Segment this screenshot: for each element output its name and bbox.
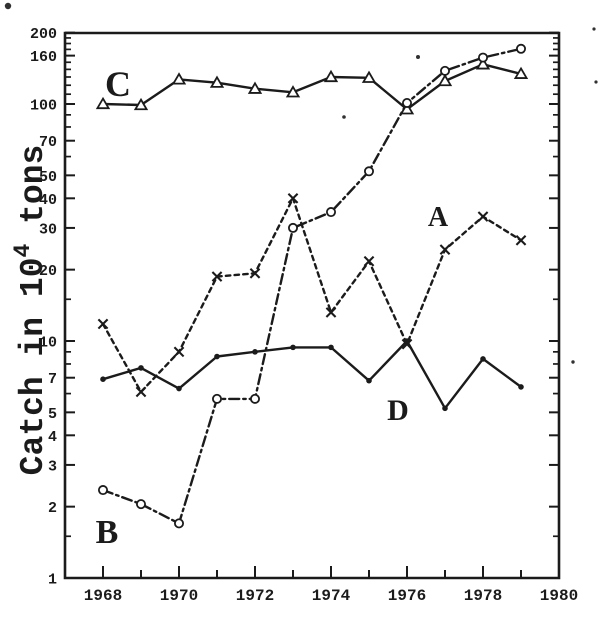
- y-tick-label: 2: [48, 500, 57, 517]
- series-A-x-marker: [173, 346, 185, 358]
- series-B-circle-marker: [98, 485, 109, 496]
- annotation-series-A: A: [428, 202, 449, 233]
- y-tick-label: 10: [39, 335, 57, 352]
- series-B-circle-marker: [135, 499, 146, 510]
- annotation-series-B: B: [96, 514, 119, 551]
- series-C-triangle-marker: [209, 75, 225, 88]
- series-C-triangle-marker: [399, 102, 415, 115]
- x-tick-label: 1974: [312, 587, 351, 605]
- x-tick-label: 1968: [84, 587, 122, 605]
- scan-speck: [594, 80, 598, 84]
- series-C-triangle-marker: [475, 57, 491, 70]
- series-D-dot-marker: [252, 349, 258, 355]
- series-B-circle-marker: [211, 393, 222, 404]
- x-tick-label: 1970: [160, 587, 198, 605]
- series-B-circle-marker: [516, 43, 527, 54]
- series-D-dot-marker: [480, 356, 486, 362]
- series-C-triangle-marker: [361, 70, 377, 83]
- series-D-dot-marker: [366, 377, 372, 384]
- series-D-dot-marker: [138, 365, 144, 371]
- x-tick-label: 1976: [388, 587, 426, 605]
- annotation-series-D: D: [387, 394, 409, 427]
- series-C-triangle-marker: [133, 97, 149, 111]
- scan-speck: [592, 27, 596, 31]
- series-A-x-marker: [439, 244, 451, 255]
- series-A-x-marker: [249, 267, 261, 279]
- series-D-dot-marker: [328, 344, 334, 351]
- series-A-x-marker: [325, 307, 337, 318]
- series-A-x-marker: [211, 271, 223, 282]
- series-D-dot-marker: [100, 376, 106, 382]
- series-A-x-marker: [477, 211, 489, 222]
- scan-speck: [342, 115, 346, 119]
- y-tick-label: 40: [39, 192, 57, 209]
- series-C-triangle-marker: [437, 73, 453, 87]
- annotation-series-C: C: [105, 64, 131, 104]
- series-D-dot-marker: [176, 385, 182, 392]
- series-B-circle-marker: [439, 65, 450, 76]
- x-tick-label: 1972: [236, 587, 274, 605]
- x-tick-label: 1980: [540, 587, 578, 605]
- series-D-dot-marker: [290, 344, 296, 351]
- series-C-triangle-marker: [285, 85, 301, 98]
- series-B-circle-marker: [249, 393, 260, 404]
- scan-speck: [416, 55, 420, 59]
- series-D-dot-marker: [404, 338, 410, 344]
- y-tick-label: 7: [48, 371, 57, 388]
- series-C-triangle-marker: [171, 72, 187, 85]
- y-tick-label: 160: [30, 49, 57, 66]
- series-D-dot-marker: [518, 384, 524, 390]
- series-A-x-marker: [363, 255, 375, 267]
- y-tick-label: 100: [30, 98, 57, 115]
- series-A-x-marker: [287, 192, 299, 204]
- series-A-x-marker: [135, 386, 147, 398]
- series-B-circle-marker: [477, 52, 488, 63]
- series-A-x-marker: [515, 234, 527, 246]
- y-tick-label: 1: [48, 572, 57, 589]
- series-C-triangle-marker: [247, 81, 263, 94]
- y-tick-label: 5: [48, 406, 57, 423]
- series-C-triangle-marker: [95, 96, 111, 110]
- y-tick-label: 70: [39, 134, 57, 151]
- series-D-dot-marker: [442, 405, 448, 412]
- series-A-x-marker: [97, 318, 109, 330]
- y-tick-label: 4: [48, 429, 57, 446]
- y-tick-label: 200: [30, 26, 57, 43]
- series-B-circle-marker: [401, 97, 412, 108]
- series-A-line: [101, 197, 523, 394]
- series-B-circle-marker: [325, 207, 336, 218]
- series-B-circle-marker: [173, 518, 184, 529]
- series-D-dot-marker: [214, 353, 220, 360]
- scan-speck: [4, 2, 12, 10]
- series-B-circle-marker: [287, 222, 298, 233]
- scan-speck: [571, 360, 575, 364]
- x-tick-label: 1978: [464, 587, 502, 605]
- y-tick-label: 3: [48, 458, 57, 475]
- y-axis-title: Catch in 104 tons: [10, 145, 52, 476]
- series-A-x-marker: [401, 338, 413, 350]
- y-tick-label: 20: [39, 263, 57, 280]
- series-B-line: [101, 47, 523, 525]
- series-B-circle-marker: [363, 166, 374, 177]
- y-tick-label: 50: [39, 169, 57, 186]
- series-C-triangle-marker: [323, 69, 339, 83]
- series-D-line: [101, 339, 523, 410]
- y-tick-label: 30: [39, 221, 57, 238]
- series-C-triangle-marker: [513, 66, 529, 79]
